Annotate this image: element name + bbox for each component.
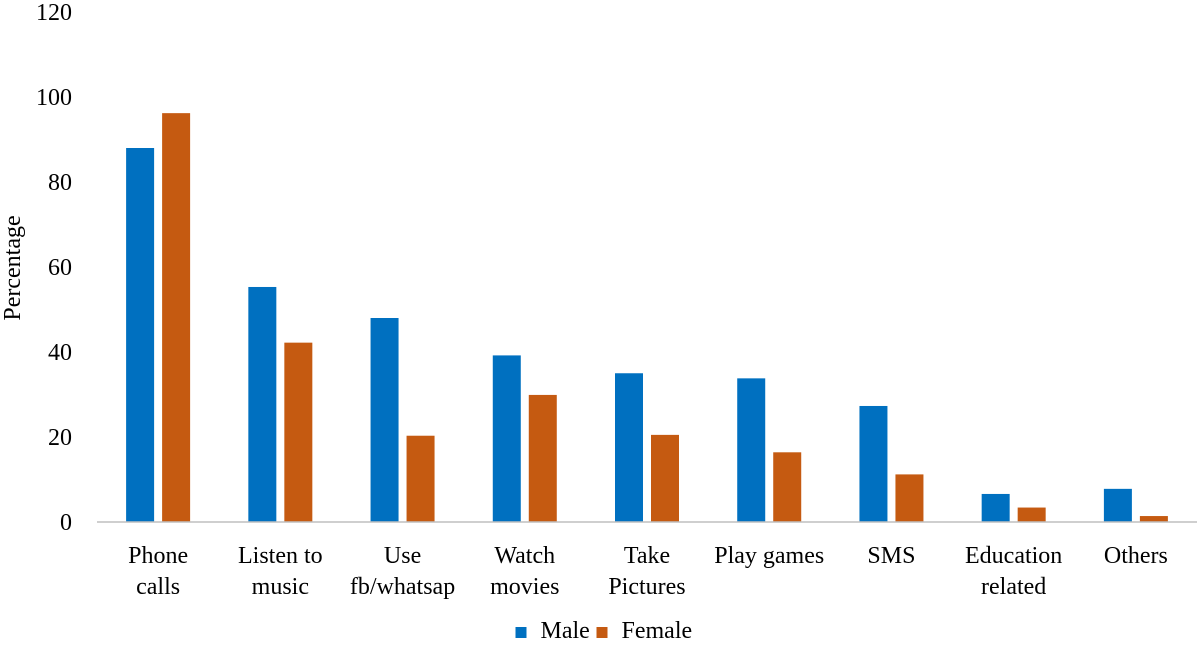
x-tick-label: Others <box>1104 543 1168 569</box>
legend-swatch-female <box>596 627 608 638</box>
y-tick-label: 120 <box>36 0 72 26</box>
bar-female <box>1139 516 1168 522</box>
bar-female <box>1017 507 1046 522</box>
y-tick-label: 100 <box>36 85 72 111</box>
bars <box>126 113 1168 523</box>
bar-male <box>492 355 521 522</box>
y-axis-ticks: 0 20 40 60 80 100 120 <box>36 0 72 536</box>
bar-male <box>1103 488 1132 522</box>
x-tick-label: SMS <box>867 543 915 569</box>
bar-male <box>370 318 399 522</box>
bar-male <box>981 493 1010 522</box>
legend-swatch-male <box>515 627 527 638</box>
bar-female <box>284 342 313 522</box>
x-tick-label: Take Pictures <box>608 543 685 600</box>
bar-female <box>773 452 802 522</box>
x-tick-label: Use fb/whatsap <box>350 543 455 600</box>
y-tick-label: 80 <box>48 170 72 196</box>
bar-female <box>162 113 191 523</box>
y-axis-label: Percentage <box>0 215 26 320</box>
x-tick-label: Listen to music <box>238 543 323 600</box>
bar-male <box>126 148 155 522</box>
y-tick-label: 20 <box>48 425 72 451</box>
legend: Male Female <box>515 618 693 644</box>
x-tick-label: Education related <box>965 543 1062 600</box>
bar-female <box>528 394 557 522</box>
x-tick-label: Watch movies <box>490 543 559 600</box>
bar-male <box>615 373 643 522</box>
bar-female <box>406 435 435 522</box>
bar-female <box>895 474 924 522</box>
y-tick-label: 0 <box>60 510 72 536</box>
y-tick-label: 40 <box>48 340 72 366</box>
bar-female <box>651 434 679 522</box>
x-tick-label: Play games <box>714 543 824 569</box>
legend-label-male: Male <box>541 618 590 644</box>
x-tick-label: Phone calls <box>128 543 188 600</box>
y-tick-label: 60 <box>48 255 72 281</box>
bar-male <box>248 286 277 522</box>
bar-male <box>859 405 888 522</box>
bar-male <box>737 378 766 522</box>
x-axis-labels: Phone calls Listen to music Use fb/whatsap Wat… <box>128 543 1168 600</box>
legend-label-female: Female <box>622 618 693 644</box>
